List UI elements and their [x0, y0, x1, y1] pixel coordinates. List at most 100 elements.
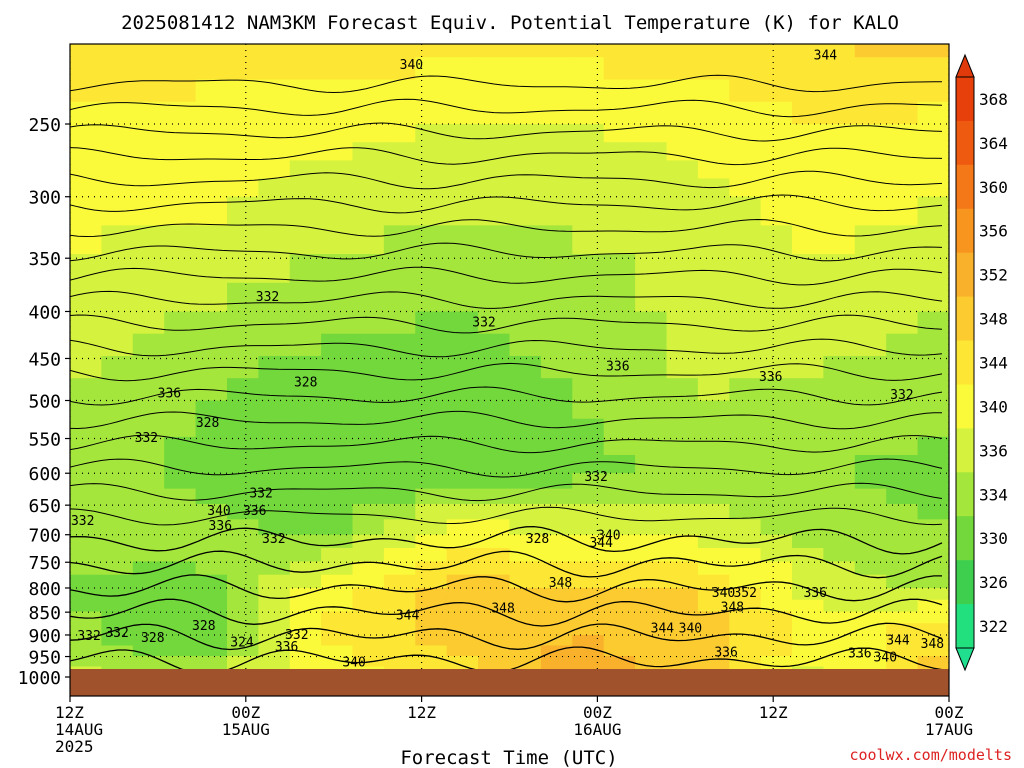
field-cell: [603, 504, 636, 520]
field-cell: [352, 561, 385, 576]
field-cell: [352, 519, 385, 536]
field-cell: [603, 160, 636, 180]
field-cell: [321, 44, 354, 58]
field-cell: [917, 635, 949, 647]
field-cell: [854, 418, 887, 438]
field-cell: [383, 160, 416, 180]
field-cell: [697, 124, 730, 143]
field-cell: [572, 400, 605, 420]
field-cell: [227, 588, 259, 601]
contour-line: [70, 574, 942, 603]
field-cell: [540, 79, 573, 103]
field-cell: [227, 378, 259, 402]
field-cell: [540, 574, 573, 589]
field-cell: [101, 400, 134, 420]
field-cell: [132, 455, 165, 474]
field-cell: [164, 160, 197, 180]
field-cell: [666, 160, 699, 180]
field-cell: [509, 254, 542, 284]
field-cell: [540, 356, 573, 379]
field-cell: [321, 455, 354, 474]
field-cell: [635, 160, 668, 180]
field-cell: [289, 599, 322, 612]
field-cell: [792, 196, 824, 226]
contour-label: 332: [71, 514, 94, 529]
field-cell: [666, 79, 699, 103]
field-cell: [352, 473, 385, 490]
field-cell: [635, 142, 668, 161]
field-cell: [227, 455, 259, 474]
field-cell: [509, 142, 542, 161]
field-cell: [854, 57, 887, 81]
field-cell: [886, 574, 919, 589]
field-cell: [321, 534, 354, 549]
field-cell: [792, 282, 824, 313]
field-cell: [383, 101, 416, 125]
field-cell: [854, 645, 887, 657]
field-cell: [635, 178, 668, 198]
field-cell: [383, 378, 416, 402]
contour-label: 336: [158, 386, 181, 401]
field-cell: [697, 400, 730, 420]
field-cell: [854, 79, 887, 103]
field-cell: [227, 418, 259, 438]
plot-area: 3403443323323363323323283363363323283323…: [70, 44, 949, 696]
field-cell: [383, 656, 416, 668]
field-cell: [823, 282, 856, 313]
field-cell: [383, 142, 416, 161]
field-cell: [509, 124, 542, 143]
field-cell: [697, 488, 730, 505]
field-cell: [635, 254, 668, 284]
field-cell: [195, 599, 228, 612]
field-cell: [383, 356, 416, 379]
field-cell: [478, 311, 511, 335]
field-cell: [572, 534, 605, 549]
field-cell: [603, 79, 636, 103]
field-cell: [729, 254, 762, 284]
field-cell: [352, 178, 385, 198]
contour-line: [70, 194, 943, 214]
field-cell: [70, 656, 102, 668]
field-cell: [886, 282, 919, 313]
field-cell: [823, 57, 856, 81]
y-tick-label: 600: [28, 464, 61, 485]
field-cell: [886, 588, 919, 601]
contour-label: 348: [491, 601, 514, 616]
field-cell: [195, 254, 228, 284]
field-cell: [70, 519, 102, 536]
field-cell: [446, 333, 479, 357]
field-cell: [540, 588, 573, 601]
field-cell: [289, 635, 322, 647]
field-cell: [195, 574, 228, 589]
field-cell: [164, 519, 197, 536]
contour-label: 328: [141, 631, 164, 646]
field-cell: [446, 311, 479, 335]
field-cell: [446, 225, 479, 255]
field-cell: [886, 79, 919, 103]
contour-label: 332: [249, 487, 272, 502]
field-cell: [446, 400, 479, 420]
field-cell: [697, 455, 730, 474]
field-cell: [886, 548, 919, 562]
field-cell: [101, 311, 134, 335]
field-cell: [289, 378, 322, 402]
field-cell: [101, 611, 134, 624]
field-cell: [917, 534, 949, 549]
field-cell: [572, 436, 605, 456]
plot-frame: [69, 43, 950, 697]
field-cell: [164, 534, 197, 549]
contour-label: 328: [196, 416, 219, 431]
field-cell: [572, 178, 605, 198]
field-cell: [792, 504, 824, 520]
field-cell: [666, 196, 699, 226]
x-tick-label: 00Z: [231, 703, 260, 722]
colorbar-segment: [956, 296, 974, 341]
field-cell: [792, 378, 824, 402]
field-cell: [792, 635, 824, 647]
field-cell: [854, 635, 887, 647]
field-cell: [258, 378, 291, 402]
field-cell: [321, 561, 354, 576]
field-cell: [258, 57, 291, 81]
field-cell: [635, 645, 668, 657]
field-cell: [101, 378, 134, 402]
